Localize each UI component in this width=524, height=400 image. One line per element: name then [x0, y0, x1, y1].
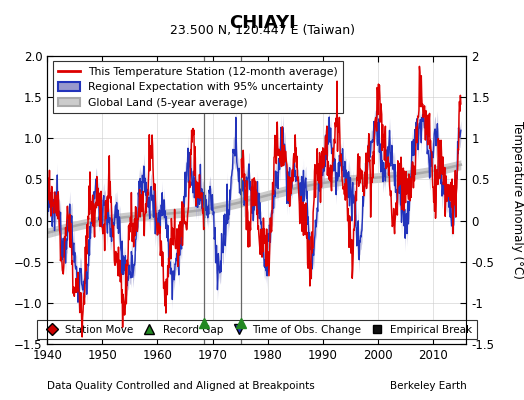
Text: Berkeley Earth: Berkeley Earth: [390, 381, 466, 391]
Y-axis label: Temperature Anomaly (°C): Temperature Anomaly (°C): [511, 121, 524, 279]
Text: Data Quality Controlled and Aligned at Breakpoints: Data Quality Controlled and Aligned at B…: [47, 381, 315, 391]
Text: 23.500 N, 120.447 E (Taiwan): 23.500 N, 120.447 E (Taiwan): [169, 24, 355, 37]
Text: CHIAYI: CHIAYI: [228, 14, 296, 32]
Legend: Station Move, Record Gap, Time of Obs. Change, Empirical Break: Station Move, Record Gap, Time of Obs. C…: [37, 320, 476, 339]
